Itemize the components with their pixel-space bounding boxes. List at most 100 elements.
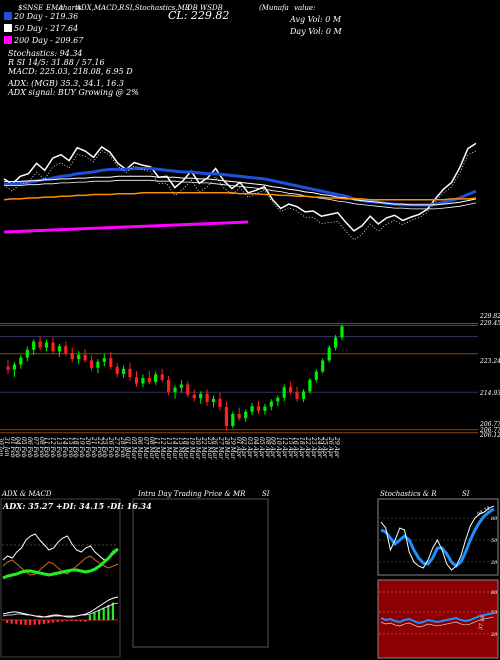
candle-body xyxy=(38,341,42,348)
close-price-label: CL: 229.82 xyxy=(168,9,230,22)
candle-body xyxy=(295,392,299,399)
y-tick-label: 214.93 xyxy=(479,390,500,397)
series-line-50b xyxy=(4,179,477,210)
top-tag-bar: $SNSE EMA charts ADX,MACD,R SI,Stochasti… xyxy=(4,4,500,14)
candle-body xyxy=(102,358,106,362)
rsi-panel-frame xyxy=(377,579,499,659)
candle-body xyxy=(12,364,16,370)
stoch-tick: 80 xyxy=(491,516,498,522)
candle-body xyxy=(250,406,254,412)
top-tag-2: EMA xyxy=(46,4,64,12)
candle-body xyxy=(276,397,280,402)
candle-body xyxy=(147,378,151,383)
candle-body xyxy=(173,387,177,392)
candle-body xyxy=(32,341,36,350)
candle-body xyxy=(340,326,344,338)
top-tag-4: ADX,MACD,R xyxy=(76,4,125,12)
legend-50day: 50 Day - 217.64 xyxy=(4,24,78,33)
y-tick-label: 206.77 xyxy=(479,427,500,434)
candle-body xyxy=(205,393,209,402)
macd-hist-bar xyxy=(79,620,82,622)
macd-hist-bar xyxy=(98,610,101,620)
macd-hist-bar xyxy=(38,620,41,625)
adx-reading: ADX: (MGB) 35.3, 34.1, 16.3 xyxy=(8,79,124,88)
macd-line xyxy=(2,596,119,618)
candle-body xyxy=(51,342,55,352)
y-tick-label: 223.24 xyxy=(479,358,500,365)
candle-body xyxy=(96,361,100,368)
macd-hist-bar xyxy=(88,615,91,620)
candle-body xyxy=(179,384,183,388)
macd-hist-bar xyxy=(47,620,50,624)
candle-body xyxy=(334,337,338,348)
sma-200-segment xyxy=(3,220,249,234)
series-line-3 xyxy=(3,192,477,201)
candle-body xyxy=(301,391,306,399)
macd-hist-bar xyxy=(93,612,96,620)
candle-body xyxy=(160,374,164,380)
macd-hist-bar xyxy=(24,620,27,625)
top-tag-8: (Munafa xyxy=(259,4,289,12)
candle-body xyxy=(89,360,94,368)
top-tag-6: DB xyxy=(187,4,198,12)
rsi-tick: 50 xyxy=(491,610,498,616)
top-tag-7: WSDB xyxy=(200,4,223,12)
candle-body xyxy=(154,374,158,383)
candle-body xyxy=(70,353,74,360)
y-tick-label: 206.77 xyxy=(479,421,500,428)
adx-panel-frame xyxy=(0,498,121,658)
stoch-tick: 20 xyxy=(490,560,498,566)
candle-body xyxy=(128,368,132,378)
candle-body xyxy=(289,387,293,393)
intraday-panel-frame xyxy=(132,498,269,648)
macd-hist-bar xyxy=(84,620,87,622)
macd-hist-bar xyxy=(33,620,36,625)
candle-body xyxy=(19,357,23,365)
macd-hist-bar xyxy=(29,620,32,625)
macd-hist-bar xyxy=(6,620,9,623)
candle-body xyxy=(321,360,325,372)
legend-20day: 20 Day - 219.36 xyxy=(4,12,78,21)
macd-hist-bar xyxy=(107,605,110,620)
candle-body xyxy=(115,366,119,374)
intraday-title-right: SI xyxy=(262,490,270,498)
macd-hist-bar xyxy=(61,620,64,622)
candle-body xyxy=(327,347,331,361)
stoch-tick: 50 xyxy=(491,538,498,544)
rsi-line xyxy=(380,612,495,625)
macd-hist-bar xyxy=(19,620,22,625)
top-tag-5: SI,Stochastics,MR xyxy=(125,4,191,12)
series-line-2 xyxy=(4,175,477,206)
adx-white-line xyxy=(2,533,119,561)
adx-signal: ADX signal: BUY Growing @ 2% xyxy=(8,88,139,97)
candle-body xyxy=(167,379,171,392)
candle-body xyxy=(25,349,29,358)
candle-body xyxy=(237,414,241,419)
macd-hist-bar xyxy=(75,620,78,622)
candle-body xyxy=(83,354,87,361)
candle-body xyxy=(141,378,145,384)
candle-body xyxy=(256,406,261,411)
y-tick-label: 206.12 xyxy=(479,432,500,439)
macd-hist-bar xyxy=(10,620,13,624)
candle-body xyxy=(57,346,61,352)
macd-hist-bar xyxy=(70,620,73,621)
macd-signal-line xyxy=(2,602,119,618)
avg-volume-label: Avg Vol: 0 M xyxy=(290,15,342,24)
candle-body xyxy=(269,401,273,407)
macd-hist-bar xyxy=(42,620,45,624)
candle-body xyxy=(64,346,68,354)
candle-body xyxy=(308,379,312,392)
candle-body xyxy=(244,411,248,419)
day-volume-label: Day Vol: 0 M xyxy=(290,27,342,36)
candle-body xyxy=(44,342,49,348)
top-tag-9: value: xyxy=(294,4,316,12)
adx-orange-line xyxy=(2,555,119,576)
rsi-signal-line xyxy=(380,616,494,628)
stoch-title: Stochastics & R xyxy=(380,490,437,498)
y-tick-label: 229.45 xyxy=(479,320,500,327)
candle-body xyxy=(109,358,113,367)
candle-body xyxy=(314,371,318,380)
